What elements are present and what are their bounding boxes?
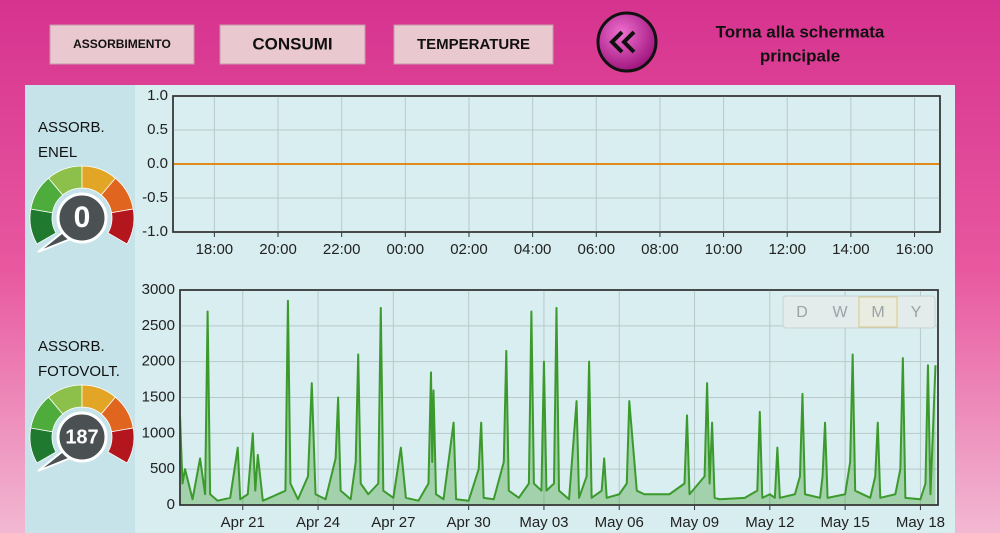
x-tick-label: Apr 30 xyxy=(447,514,491,531)
x-tick-label: May 15 xyxy=(821,514,870,531)
plot-border xyxy=(179,289,939,506)
x-tick-label: May 03 xyxy=(519,514,568,531)
x-tick-label: 06:00 xyxy=(578,241,616,258)
y-tick-label: 2000 xyxy=(142,353,175,370)
x-tick-label: May 06 xyxy=(595,514,644,531)
gauge-label: FOTOVOLT. xyxy=(38,363,120,380)
range-button[interactable]: M xyxy=(871,304,884,321)
x-tick-label: 18:00 xyxy=(196,241,234,258)
x-tick-label: 04:00 xyxy=(514,241,552,258)
x-tick-label: Apr 24 xyxy=(296,514,340,531)
y-tick-label: 1500 xyxy=(142,388,175,405)
back-button[interactable] xyxy=(596,11,658,73)
tab-button[interactable] xyxy=(49,24,195,65)
plot-border xyxy=(172,95,941,233)
back-label: principale xyxy=(760,46,840,65)
gauge-value: 0 xyxy=(74,201,91,234)
tab-button[interactable] xyxy=(219,24,366,65)
range-button[interactable]: D xyxy=(796,304,808,321)
x-tick-label: May 09 xyxy=(670,514,719,531)
y-tick-label: 500 xyxy=(150,460,175,477)
y-tick-label: 3000 xyxy=(142,281,175,298)
y-tick-label: 0 xyxy=(167,496,175,513)
range-button[interactable]: W xyxy=(832,304,848,321)
x-tick-label: 00:00 xyxy=(387,241,425,258)
gauge-hub xyxy=(56,411,108,463)
x-tick-label: 22:00 xyxy=(323,241,361,258)
range-button[interactable]: Y xyxy=(911,304,922,321)
y-tick-label: 1000 xyxy=(142,424,175,441)
y-tick-label: 0.5 xyxy=(147,121,168,138)
back-label: Torna alla schermata xyxy=(716,22,885,41)
x-tick-label: 12:00 xyxy=(768,241,806,258)
back-icon xyxy=(609,30,636,54)
gauge-label: ENEL xyxy=(38,144,77,161)
tab-label: ASSORBIMENTO xyxy=(73,37,171,51)
y-tick-label: 2500 xyxy=(142,317,175,334)
tab-button[interactable] xyxy=(393,24,554,65)
y-tick-label: -0.5 xyxy=(142,189,168,206)
x-tick-label: 10:00 xyxy=(705,241,743,258)
x-tick-label: 02:00 xyxy=(450,241,488,258)
data-line xyxy=(179,299,937,502)
y-tick-label: 1.0 xyxy=(147,87,168,104)
y-tick-label: -1.0 xyxy=(142,223,168,240)
x-tick-label: May 12 xyxy=(745,514,794,531)
gauge-hub xyxy=(56,192,108,244)
gauge-segment xyxy=(107,427,135,464)
tab-label: TEMPERATURE xyxy=(417,36,530,53)
gauge-label: ASSORB. xyxy=(38,119,105,136)
gauge-label: ASSORB. xyxy=(38,338,105,355)
x-tick-label: Apr 27 xyxy=(371,514,415,531)
x-tick-label: 08:00 xyxy=(641,241,679,258)
x-tick-label: 16:00 xyxy=(896,241,934,258)
range-button-active[interactable] xyxy=(858,296,898,328)
x-tick-label: Apr 21 xyxy=(221,514,265,531)
y-tick-label: 0.0 xyxy=(147,155,168,172)
gauge-value: 187 xyxy=(65,426,98,448)
x-tick-label: 14:00 xyxy=(832,241,870,258)
x-tick-label: May 18 xyxy=(896,514,945,531)
x-tick-label: 20:00 xyxy=(259,241,297,258)
tab-label: CONSUMI xyxy=(252,34,332,53)
gauge-segment xyxy=(107,208,135,245)
